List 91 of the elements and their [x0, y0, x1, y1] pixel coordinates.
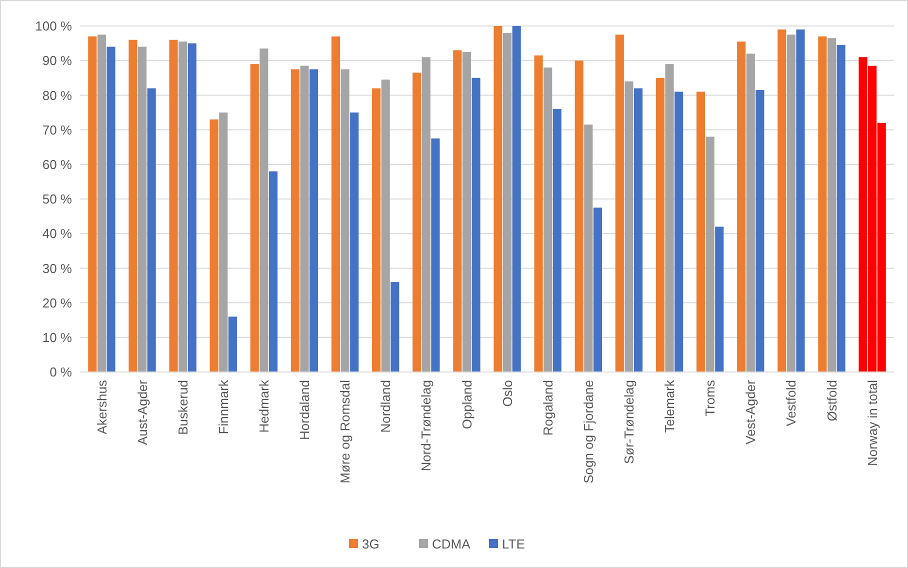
legend-label: LTE	[502, 536, 526, 552]
x-tick-label: Hedmark	[256, 380, 272, 433]
x-tick-label: Vest-Agder	[743, 379, 758, 444]
bar	[786, 34, 796, 372]
bar	[453, 50, 462, 372]
y-tick-label: 80 %	[42, 88, 72, 103]
x-tick-label: Oppland	[459, 380, 474, 430]
y-tick-label: 40 %	[42, 226, 72, 242]
bar	[372, 88, 381, 372]
bar	[462, 52, 471, 372]
x-tick-label: Buskerud	[175, 380, 190, 435]
bar	[634, 88, 643, 372]
x-tick-label: Sør-Trøndelag	[622, 380, 637, 464]
bar	[290, 69, 300, 372]
x-tick-label: Hordaland	[297, 380, 312, 440]
bar	[656, 78, 664, 372]
bar	[268, 171, 278, 372]
bar	[472, 78, 480, 372]
bar	[128, 40, 138, 372]
bar	[178, 42, 188, 372]
y-tick-label: 0 %	[50, 364, 72, 380]
bar	[331, 36, 340, 372]
bar	[715, 226, 724, 372]
bar	[422, 57, 430, 372]
bar	[412, 72, 422, 372]
bar	[219, 112, 228, 372]
bar	[228, 316, 237, 372]
x-tick-label: Finnmark	[216, 380, 231, 434]
bar	[494, 26, 502, 372]
y-tick-label: 70 %	[42, 122, 72, 138]
x-tick-label: Telemark	[662, 380, 678, 433]
bar	[746, 54, 755, 372]
x-tick-label: Nord-Trøndelag	[418, 380, 434, 472]
x-tick-label: Aust-Agder	[134, 379, 150, 446]
x-tick-label: Vestfold	[784, 380, 799, 426]
x-tick-label: Oslo	[500, 380, 515, 407]
x-tick-label: Norway in total	[864, 380, 880, 466]
bar	[431, 138, 440, 372]
x-tick-label: Nordland	[378, 380, 394, 433]
bar	[188, 43, 196, 372]
bar	[706, 136, 714, 372]
bar	[818, 36, 827, 372]
bar	[756, 90, 764, 372]
bar	[210, 119, 218, 372]
x-tick-label: Troms	[702, 380, 718, 416]
y-tick-label: 100 %	[35, 18, 72, 34]
bar	[574, 60, 584, 372]
bar	[340, 69, 350, 372]
bar	[796, 29, 805, 372]
bar	[106, 46, 116, 372]
bar	[512, 26, 521, 372]
bar	[665, 64, 674, 372]
bar	[827, 38, 836, 372]
y-tick-label: 90 %	[42, 53, 72, 68]
legend-label: CDMA	[432, 536, 471, 552]
y-tick-label: 10 %	[42, 330, 72, 345]
x-tick-label: Rogaland	[540, 380, 556, 436]
bar	[696, 92, 706, 372]
y-tick-label: 60 %	[42, 156, 72, 172]
bar	[615, 34, 624, 372]
x-tick-label: Møre og Romsdal	[338, 380, 353, 484]
bar	[737, 42, 746, 372]
bar	[778, 29, 786, 372]
legend-label: 3G	[362, 536, 380, 552]
bar	[169, 40, 178, 372]
x-tick-label: Østfold	[824, 380, 840, 422]
x-tick-label: Akershus	[94, 380, 110, 434]
bar	[624, 81, 634, 372]
bar	[552, 109, 562, 372]
bar	[88, 36, 97, 372]
y-tick-label: 30 %	[42, 260, 72, 276]
y-tick-label: 20 %	[42, 295, 72, 310]
bar	[97, 34, 106, 372]
bar	[138, 46, 147, 372]
bar	[147, 88, 156, 372]
bar	[593, 208, 602, 372]
bar	[390, 282, 400, 372]
bar	[674, 92, 684, 372]
bar	[503, 32, 512, 372]
bar	[381, 80, 390, 372]
bar	[250, 64, 259, 372]
bar	[310, 69, 318, 372]
bar	[544, 68, 552, 372]
bar	[350, 112, 359, 372]
bar	[836, 45, 846, 372]
bar	[534, 55, 543, 372]
x-tick-label: Sogn og Fjordane	[580, 380, 596, 484]
y-tick-label: 50 %	[42, 192, 72, 207]
bar	[300, 66, 309, 372]
bar	[584, 124, 593, 372]
bar	[260, 48, 268, 372]
